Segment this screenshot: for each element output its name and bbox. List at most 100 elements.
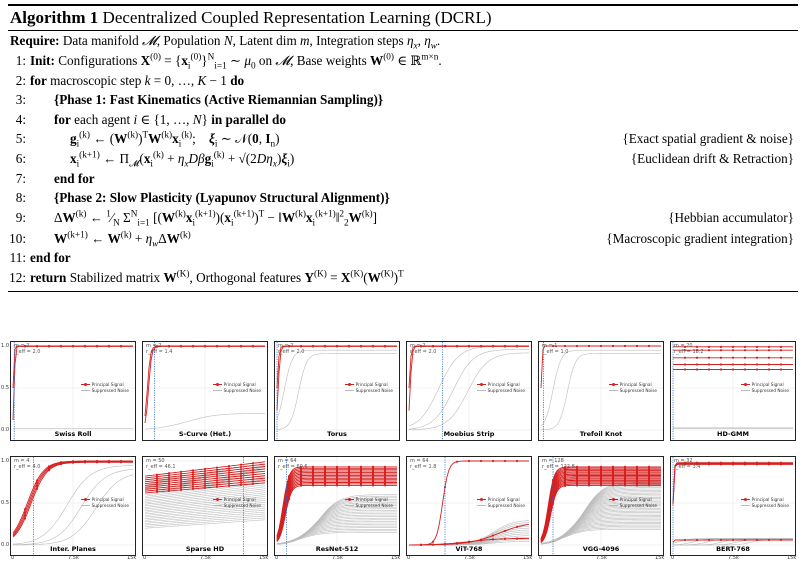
signal-marker xyxy=(191,471,195,474)
signal-marker xyxy=(167,476,171,479)
panel-plot xyxy=(407,342,531,440)
noise-curve xyxy=(144,500,266,513)
signal-marker xyxy=(203,484,207,487)
x-tick-label: 7.5k xyxy=(596,555,607,561)
signal-marker xyxy=(467,345,471,348)
algorithm-title: Algorithm 1 Decentralized Coupled Repres… xyxy=(8,6,798,30)
signal-marker xyxy=(491,534,495,537)
signal-marker xyxy=(443,485,447,489)
signal-marker xyxy=(203,476,207,479)
line-number: 2: xyxy=(15,72,26,88)
legend-noise-label: Suppressed Noise xyxy=(91,502,129,508)
signal-marker xyxy=(731,363,735,366)
legend-signal-label: Principal Signal xyxy=(487,382,520,387)
signal-marker xyxy=(155,485,159,488)
keyword: return xyxy=(30,269,67,285)
signal-marker xyxy=(347,345,351,348)
signal-marker xyxy=(731,463,735,466)
signal-marker xyxy=(779,349,783,352)
signal-marker xyxy=(179,474,183,477)
signal-marker xyxy=(239,474,243,477)
legend-noise-label: Suppressed Noise xyxy=(223,502,261,508)
signal-marker xyxy=(767,538,771,542)
signal-marker xyxy=(251,473,255,476)
signal-marker xyxy=(227,471,231,474)
signal-marker xyxy=(191,469,195,472)
signal-marker xyxy=(179,488,183,491)
x-tick-label: 15k xyxy=(787,555,797,561)
signal-marker xyxy=(155,473,159,476)
signal-marker xyxy=(707,363,711,366)
signal-marker xyxy=(239,463,243,466)
signal-marker xyxy=(491,538,495,541)
panel-legend: Principal Signal Suppressed Noise xyxy=(608,497,657,508)
signal-marker xyxy=(155,490,159,494)
signal-marker xyxy=(299,345,303,348)
panel-plot xyxy=(143,342,267,440)
signal-marker xyxy=(203,345,207,348)
signal-marker xyxy=(635,344,639,348)
legend-signal-label: Principal Signal xyxy=(487,497,520,502)
keyword: for xyxy=(30,72,47,88)
signal-marker xyxy=(755,356,759,359)
signal-marker xyxy=(563,344,567,348)
signal-marker xyxy=(731,345,735,348)
signal-marker xyxy=(683,463,687,466)
legend-noise-label: Suppressed Noise xyxy=(619,502,657,508)
signal-marker xyxy=(215,485,219,488)
signal-marker xyxy=(371,345,375,348)
signal-marker xyxy=(719,356,723,359)
signal-marker xyxy=(119,345,123,348)
panel-reff-value: r_eff = 2.0 xyxy=(278,349,305,355)
signal-marker xyxy=(203,472,207,475)
signal-marker xyxy=(155,475,159,478)
panel-legend: Principal Signal Suppressed Noise xyxy=(476,382,525,393)
signal-marker xyxy=(155,477,159,480)
algo-line-4: 4: for each agent i ∈ {1, …, N} in paral… xyxy=(8,110,798,130)
keyword: for xyxy=(54,111,71,127)
panel-inter-planes: m = 4 r_eff = 4.0 Principal Signal Suppress… xyxy=(10,456,136,556)
y-tick-label: 0.5 xyxy=(1,385,9,391)
panel-reff-value: r_eff = 3.4 xyxy=(674,464,701,470)
signal-marker xyxy=(215,475,219,478)
signal-marker xyxy=(227,475,231,479)
legend-signal-label: Principal Signal xyxy=(751,382,784,387)
signal-marker xyxy=(119,461,123,464)
y-tick-label: 0.5 xyxy=(1,500,9,506)
signal-marker xyxy=(767,356,771,359)
legend-signal-label: Principal Signal xyxy=(355,382,388,387)
signal-marker xyxy=(599,484,603,487)
signal-marker xyxy=(155,481,159,484)
panel-info: m = 2 r_eff = 2.0 xyxy=(278,343,304,355)
x-tick-label: 15k xyxy=(127,555,137,561)
signal-marker xyxy=(167,474,171,477)
noise-curve xyxy=(540,353,661,431)
panel-info: m = 128 r_eff = 122.8 xyxy=(542,458,575,470)
panel-m-value: m = 64 xyxy=(410,458,429,464)
noise-curve xyxy=(144,517,266,527)
signal-marker xyxy=(227,345,231,348)
signal-marker xyxy=(203,482,207,485)
panel-torus: m = 2 r_eff = 2.0 Principal Signal Suppress… xyxy=(274,341,400,441)
panel-info: m = 32 r_eff = 3.4 xyxy=(674,458,700,470)
signal-marker xyxy=(707,538,711,542)
require-text-d: , Integration steps xyxy=(309,33,407,48)
signal-marker xyxy=(179,470,183,473)
signal-marker xyxy=(371,484,375,487)
noise-curve xyxy=(144,502,266,515)
x-tick-label: 0 xyxy=(143,555,147,561)
line-number: 6: xyxy=(15,150,26,166)
legend-signal-label: Principal Signal xyxy=(355,497,388,502)
panel-legend: Principal Signal Suppressed Noise xyxy=(80,497,129,508)
signal-marker xyxy=(167,483,171,487)
signal-marker xyxy=(47,345,51,348)
noise-curve xyxy=(144,488,266,503)
signal-marker xyxy=(179,345,183,348)
signal-marker xyxy=(707,356,711,359)
noise-curve xyxy=(408,349,529,430)
signal-marker xyxy=(239,477,243,480)
signal-marker xyxy=(239,470,243,473)
panel-title: Moebius Strip xyxy=(443,430,495,438)
signal-marker xyxy=(23,345,27,348)
panel-plot xyxy=(539,457,663,555)
